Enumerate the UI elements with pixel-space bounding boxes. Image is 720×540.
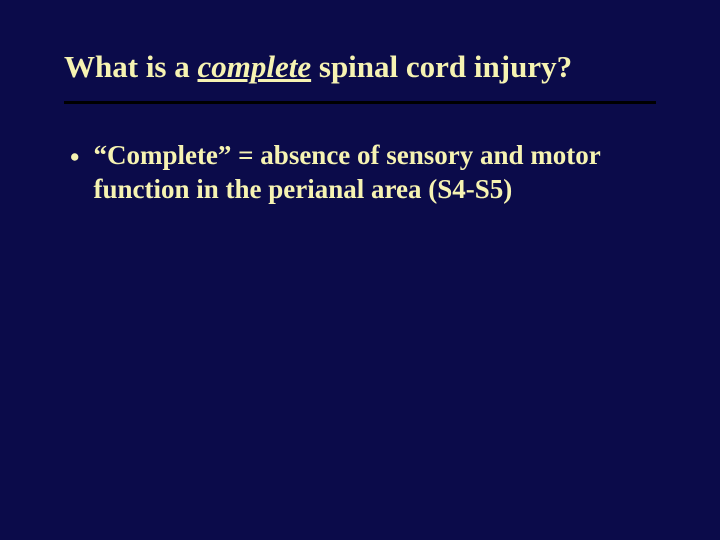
body-area: • “Complete” = absence of sensory and mo… bbox=[64, 138, 656, 207]
slide-title: What is a complete spinal cord injury? bbox=[64, 48, 656, 87]
title-pre: What is a bbox=[64, 49, 198, 84]
bullet-marker-icon: • bbox=[70, 138, 79, 175]
title-emphasis: complete bbox=[198, 49, 312, 84]
slide: What is a complete spinal cord injury? •… bbox=[0, 0, 720, 540]
title-block: What is a complete spinal cord injury? bbox=[64, 48, 656, 104]
title-post: spinal cord injury? bbox=[311, 49, 572, 84]
bullet-text: “Complete” = absence of sensory and moto… bbox=[93, 138, 633, 207]
bullet-item: • “Complete” = absence of sensory and mo… bbox=[70, 138, 656, 207]
title-divider bbox=[64, 101, 656, 104]
